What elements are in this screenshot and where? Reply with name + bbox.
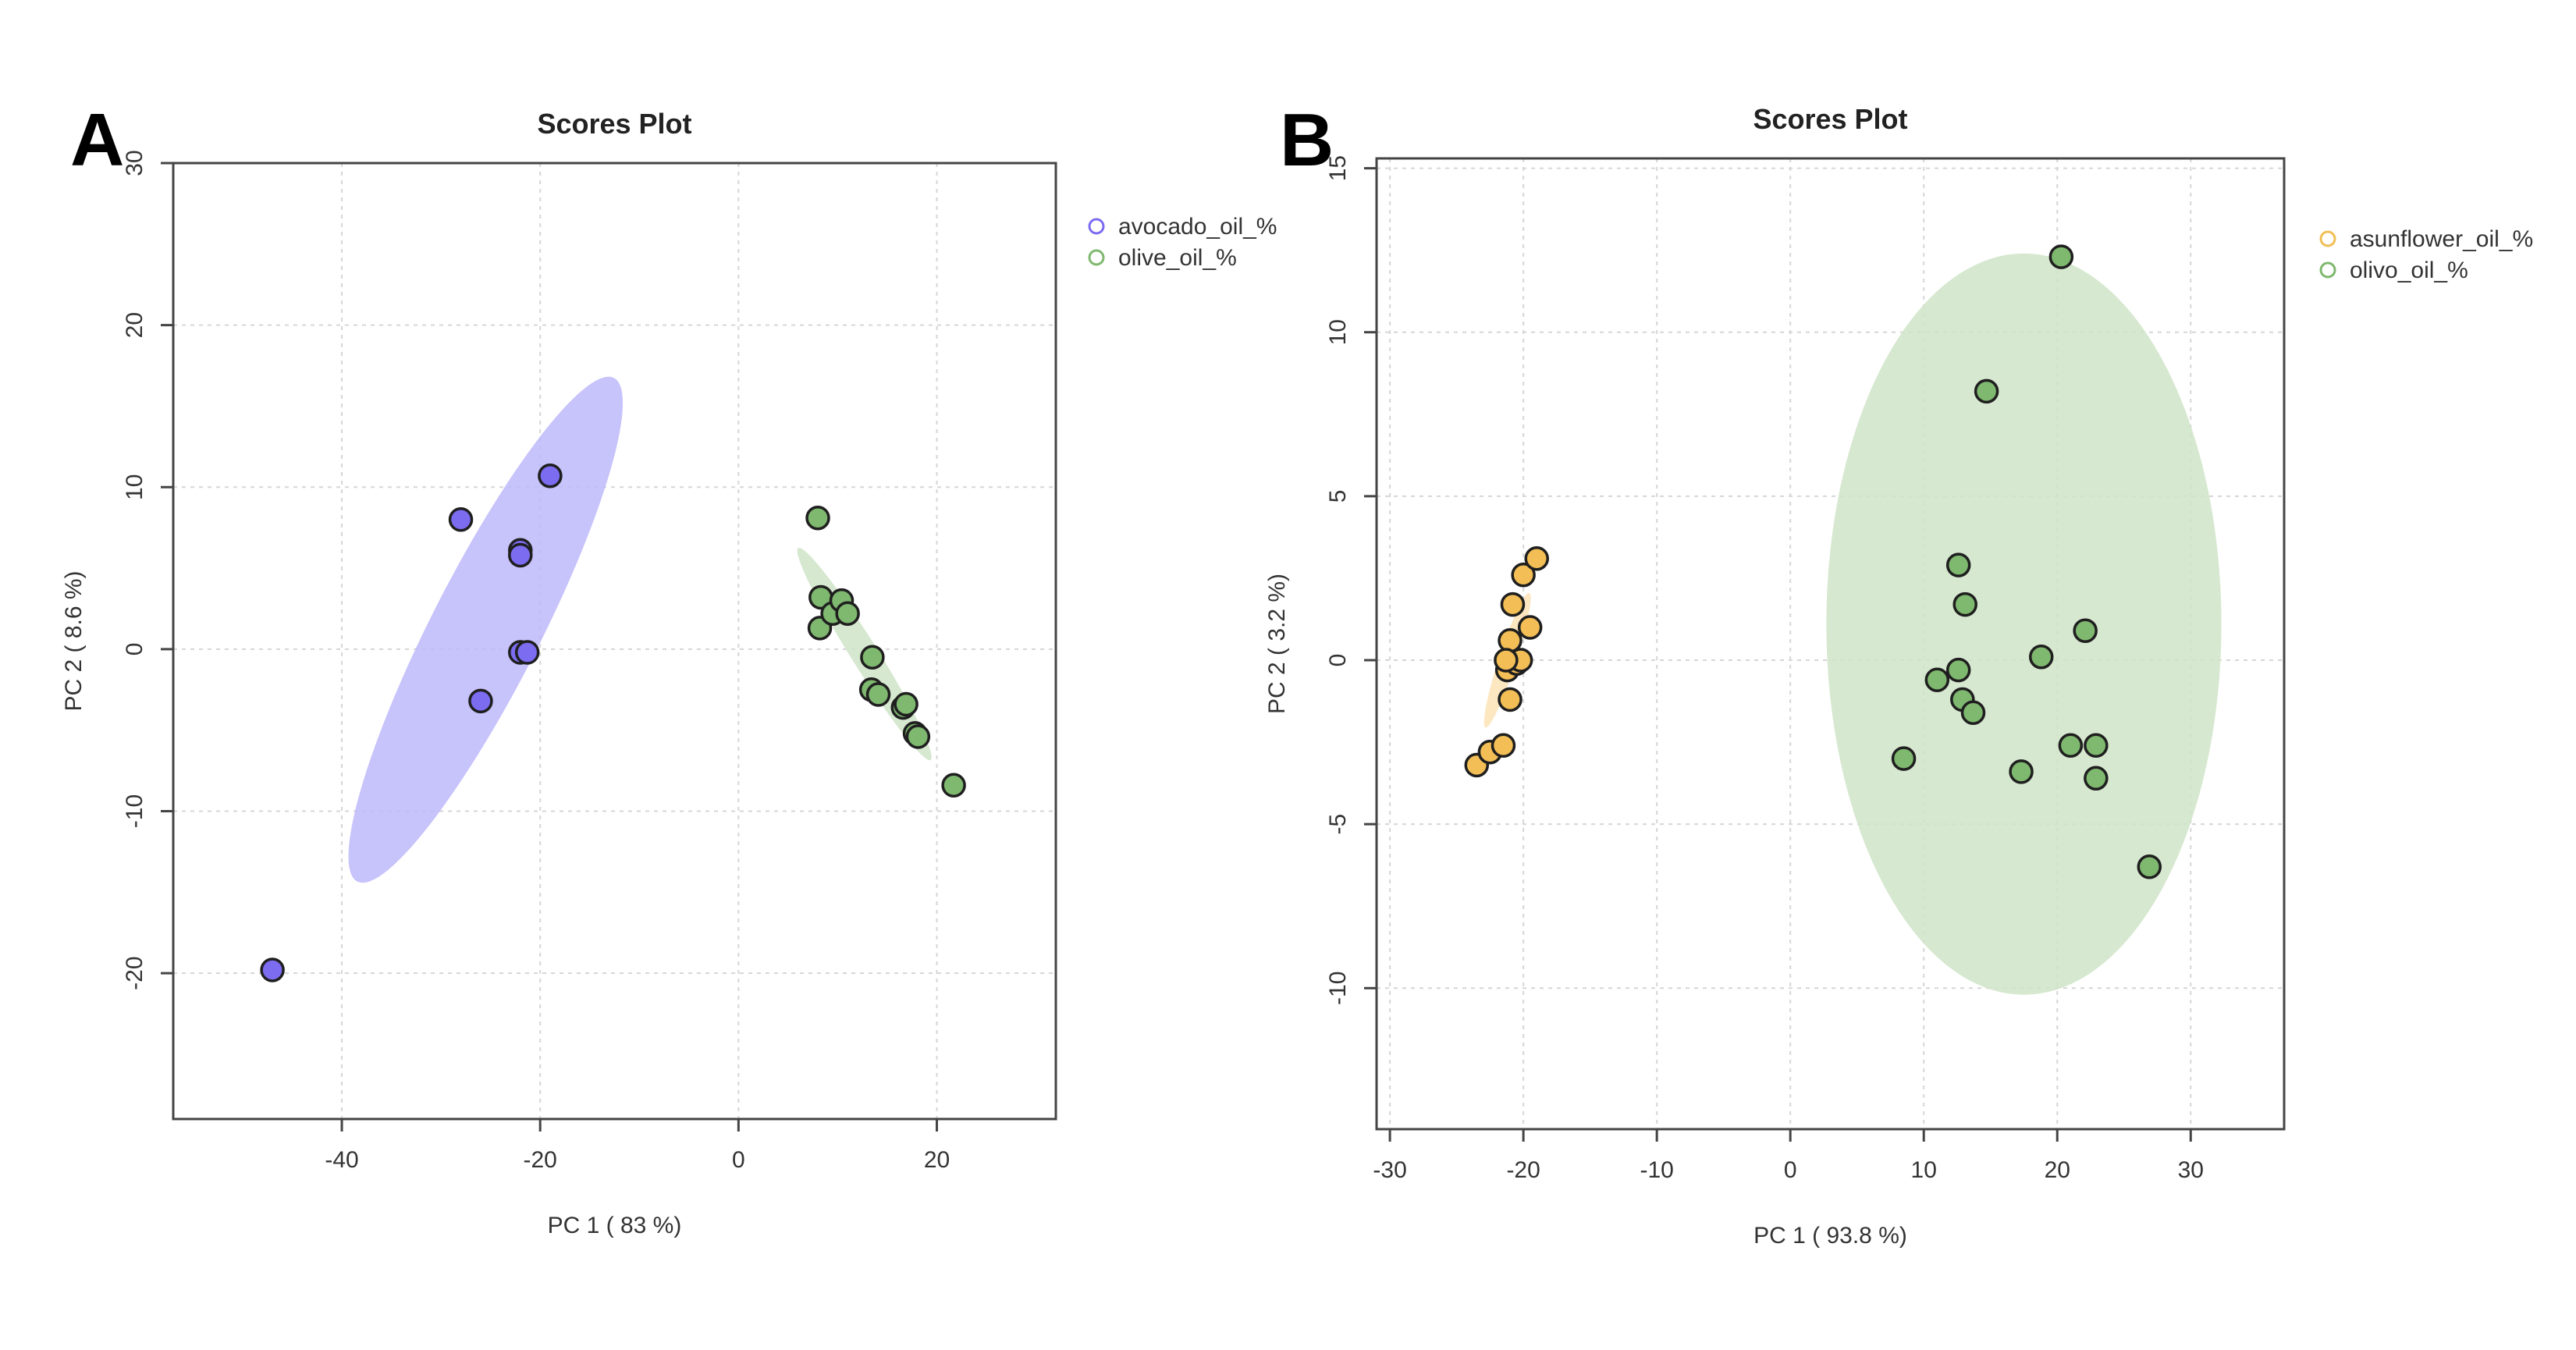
data-point (1945, 552, 1971, 577)
chart-title: Scores Plot (1753, 103, 1907, 135)
legend-label: asunflower_oil_% (2350, 226, 2533, 252)
y-tick-label: 30 (122, 150, 147, 176)
y-tick-label: -20 (122, 956, 147, 989)
legend-marker (1088, 249, 1105, 266)
data-point (1952, 592, 1977, 617)
data-point (894, 691, 918, 717)
x-tick-label: 0 (732, 1147, 745, 1173)
x-tick-label: 20 (924, 1147, 950, 1173)
x-tick-label: 30 (2178, 1157, 2204, 1183)
data-point (941, 773, 966, 798)
data-point (2073, 618, 2098, 643)
data-point (1498, 628, 1523, 653)
data-point (1974, 378, 1999, 404)
legend-marker (1088, 218, 1105, 235)
y-tick-label: 0 (122, 643, 147, 656)
legend-marker (2319, 230, 2336, 247)
y-tick-label: -10 (122, 794, 147, 828)
legend-label: olivo_oil_% (2350, 258, 2468, 283)
data-point (1494, 648, 1519, 673)
y-tick-label: 10 (1325, 319, 1351, 345)
x-tick-label: -20 (524, 1147, 557, 1173)
x-tick-label: -40 (325, 1147, 358, 1173)
data-point (805, 505, 830, 531)
data-point (538, 463, 563, 488)
data-point (2048, 244, 2074, 269)
data-point (2028, 645, 2054, 670)
panel-letter: B (1280, 98, 1334, 182)
data-point (1891, 746, 1917, 771)
y-tick-label: 20 (122, 312, 147, 338)
data-point (468, 688, 493, 714)
data-point (1491, 733, 1516, 758)
x-tick-label: -10 (1640, 1157, 1673, 1183)
x-axis-label: PC 1 ( 83 %) (548, 1213, 682, 1238)
x-tick-label: 20 (2045, 1157, 2070, 1183)
y-tick-label: 15 (1325, 155, 1351, 181)
data-point (2084, 766, 2109, 791)
data-point (2009, 759, 2034, 784)
data-point (865, 682, 891, 707)
plot-frame (172, 162, 1057, 1121)
legend-label: avocado_oil_% (1118, 214, 1277, 240)
confidence-ellipse (348, 376, 624, 883)
legend-label: olive_oil_% (1118, 245, 1237, 271)
data-point (835, 601, 860, 626)
data-point (260, 957, 285, 982)
legend: avocado_oil_% olive_oil_% (1088, 214, 1277, 271)
y-axis-label: PC 2 ( 8.6 %) (61, 570, 87, 711)
y-axis-label: PC 2 ( 3.2 %) (1264, 574, 1290, 714)
plot-frame (1375, 157, 2286, 1131)
data-point (905, 724, 931, 749)
x-axis-label: PC 1 ( 93.8 %) (1753, 1223, 1907, 1249)
y-tick-label: 10 (122, 474, 147, 500)
x-tick-label: -30 (1373, 1157, 1406, 1183)
chart-title: Scores Plot (537, 108, 691, 140)
data-point (2137, 854, 2162, 879)
data-point (1945, 657, 1971, 683)
data-point (1960, 700, 1986, 726)
data-point (860, 645, 885, 670)
plot-area (260, 376, 966, 982)
panel-letter: A (70, 98, 124, 182)
data-point (1924, 667, 1950, 692)
y-tick-label: -10 (1325, 972, 1351, 1005)
panel-a: A Scores Plot -40 -20 0 20 -20 -10 0 10 20 30 PC 1 (… (61, 98, 1277, 1238)
data-point (2058, 733, 2084, 758)
legend: asunflower_oil_% olivo_oil_% (2319, 226, 2533, 283)
data-point (1500, 592, 1526, 617)
x-tick-label: 0 (1784, 1157, 1797, 1183)
panel-b: B Scores Plot -30 -20 -10 0 10 20 30 -10 -5 0 5 10 15 P… (1264, 98, 2533, 1249)
data-point (514, 640, 540, 665)
data-point (508, 542, 533, 568)
confidence-ellipse (1826, 253, 2222, 995)
y-tick-label: 0 (1325, 654, 1351, 667)
legend-marker (2319, 261, 2336, 279)
y-tick-label: 5 (1325, 490, 1351, 503)
x-tick-label: 10 (1911, 1157, 1937, 1183)
x-tick-label: -20 (1506, 1157, 1540, 1183)
data-point (1524, 545, 1549, 571)
data-point (448, 507, 474, 532)
grid (173, 162, 1056, 1119)
data-point (1517, 615, 1543, 640)
y-tick-label: -5 (1325, 814, 1351, 835)
data-point (2084, 733, 2109, 758)
plot-area (1464, 244, 2222, 995)
data-point (1498, 687, 1523, 712)
data-point (1511, 562, 1536, 588)
